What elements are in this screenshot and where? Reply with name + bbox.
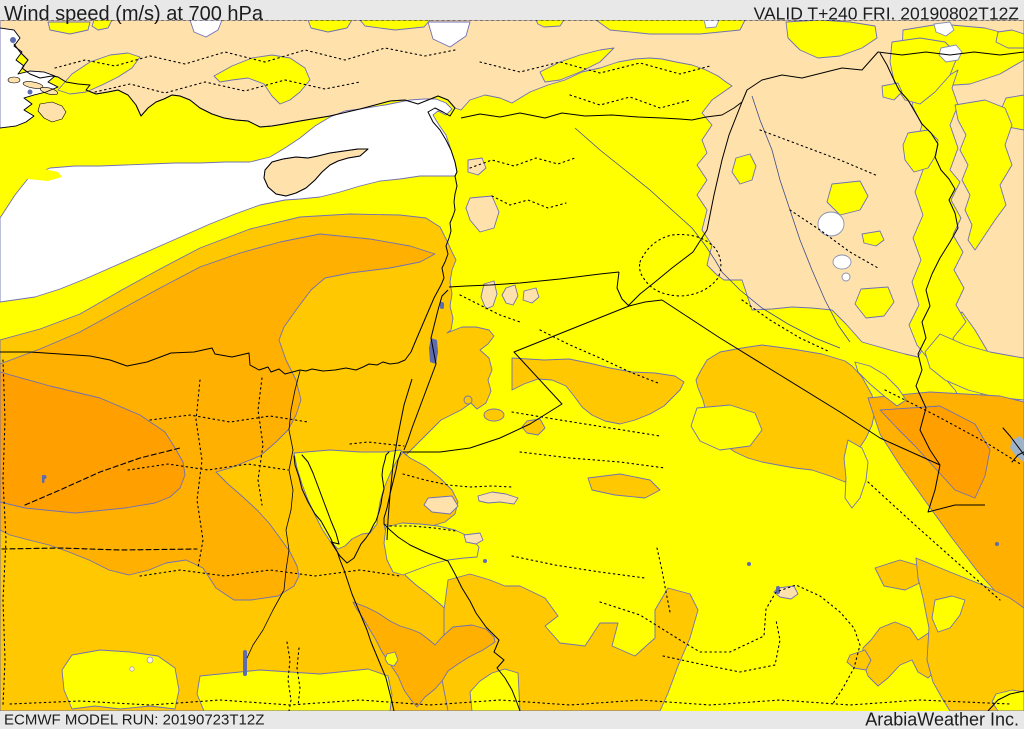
svg-text:Wind speed (m/s) at 700 hPa: Wind speed (m/s) at 700 hPa <box>4 3 264 25</box>
svg-text:ArabiaWeather Inc.: ArabiaWeather Inc. <box>865 710 1019 729</box>
svg-text:ECMWF MODEL RUN: 20190723T12Z: ECMWF MODEL RUN: 20190723T12Z <box>4 712 264 729</box>
svg-text:VALID T+240 FRI. 20190802T12Z: VALID T+240 FRI. 20190802T12Z <box>754 4 1020 24</box>
